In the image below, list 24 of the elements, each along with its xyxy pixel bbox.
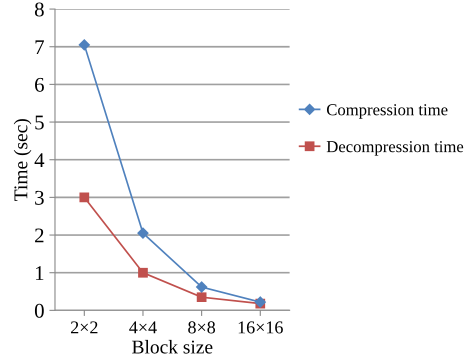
y-tick-label: 2 <box>35 228 44 242</box>
y-tick-label: 8 <box>34 2 44 17</box>
legend-label: Decompression time <box>326 141 464 156</box>
x-tick-label: 16×16 <box>238 321 283 334</box>
y-tick-label: 0 <box>34 304 44 318</box>
point <box>79 192 90 202</box>
x-tick-label: 2×2 <box>70 321 98 334</box>
y-tick-label: 7 <box>36 40 44 54</box>
x-tick-label: 4×4 <box>129 321 157 334</box>
y-tick-label: 1 <box>36 266 44 280</box>
x-axis-title: Block size <box>132 340 212 354</box>
y-tick-label: 4 <box>34 153 44 167</box>
y-axis-title: Time (sec) <box>14 119 32 201</box>
point <box>138 268 148 278</box>
legend-label: Compression time <box>326 104 448 119</box>
point <box>196 292 206 302</box>
point <box>78 39 90 50</box>
point <box>254 296 266 308</box>
y-tick-label: 6 <box>35 78 44 92</box>
point <box>137 228 149 239</box>
x-tick-label: 8×8 <box>188 321 216 334</box>
y-tick-label: 5 <box>35 116 44 130</box>
point <box>196 281 208 293</box>
y-tick-label: 3 <box>35 190 44 205</box>
